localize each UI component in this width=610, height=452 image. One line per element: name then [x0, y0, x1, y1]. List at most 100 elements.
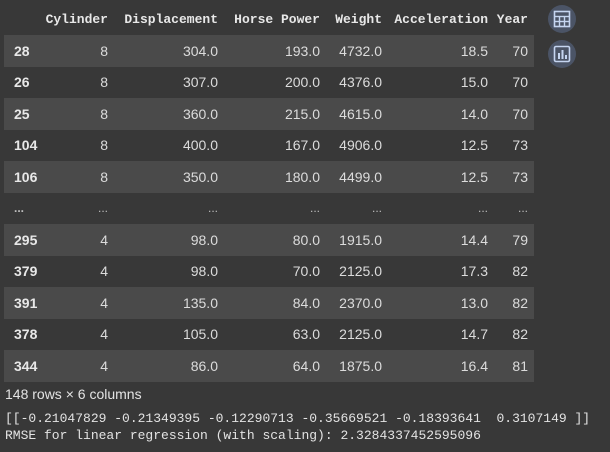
table-cell: 79 — [512, 231, 528, 248]
table-cell: 64.0 — [292, 357, 320, 374]
table-cell: 180.0 — [284, 168, 320, 185]
table-cell: 4499.0 — [339, 168, 382, 185]
coefficients-output: [[-0.21047829 -0.21349395 -0.12290713 -0… — [5, 411, 591, 426]
table-cell: 70 — [512, 42, 528, 59]
convert-to-interactive-table-button[interactable] — [548, 5, 576, 33]
table-row: 295 4 98.0 80.0 1915.0 14.4 79 — [4, 224, 534, 256]
row-index: 378 — [14, 326, 38, 343]
table-cell: 193.0 — [284, 42, 320, 59]
column-header-horse-power: Horse Power — [234, 11, 320, 27]
table-cell: 400.0 — [182, 137, 218, 154]
row-index: 28 — [14, 42, 30, 59]
table-cell: 17.3 — [460, 263, 488, 280]
table-cell: 8 — [100, 74, 108, 91]
table-cell: 86.0 — [190, 357, 218, 374]
bar-chart-icon — [553, 45, 571, 63]
table-cell: 105.0 — [182, 326, 218, 343]
table-cell: 304.0 — [182, 42, 218, 59]
table-header-row: Cylinder Displacement Horse Power Weight… — [4, 3, 534, 35]
row-index: 391 — [14, 294, 38, 311]
row-index: 379 — [14, 263, 38, 280]
column-header-acceleration: Acceleration — [394, 11, 488, 27]
table-cell: 80.0 — [292, 231, 320, 248]
table-cell: 14.0 — [460, 105, 488, 122]
table-cell: 215.0 — [284, 105, 320, 122]
table-cell: 16.4 — [460, 357, 488, 374]
table-cell: 4 — [100, 231, 108, 248]
table-cell: ... — [207, 201, 218, 216]
table-cell: 63.0 — [292, 326, 320, 343]
table-cell: 12.5 — [460, 137, 488, 154]
table-cell: 70 — [512, 105, 528, 122]
table-cell: 2125.0 — [339, 326, 382, 343]
table-row: 28 8 304.0 193.0 4732.0 18.5 70 — [4, 35, 534, 67]
table-cell: 4 — [100, 263, 108, 280]
table-cell: 1875.0 — [339, 357, 382, 374]
table-row: 25 8 360.0 215.0 4615.0 14.0 70 — [4, 98, 534, 130]
table-cell: 73 — [512, 137, 528, 154]
table-cell: 4615.0 — [339, 105, 382, 122]
row-index: 106 — [14, 168, 38, 185]
table-cell: 8 — [100, 42, 108, 59]
table-cell: 200.0 — [284, 74, 320, 91]
table-cell: 82 — [512, 326, 528, 343]
row-index: ... — [14, 201, 25, 216]
table-cell: 81 — [512, 357, 528, 374]
table-cell: 8 — [100, 168, 108, 185]
index-header — [4, 3, 44, 35]
table-cell: 12.5 — [460, 168, 488, 185]
table-cell: 82 — [512, 294, 528, 311]
table-cell: 4 — [100, 357, 108, 374]
table-cell: 4376.0 — [339, 74, 382, 91]
column-header-year: Year — [496, 11, 528, 27]
table-cell: 4 — [100, 294, 108, 311]
table-cell: 98.0 — [190, 231, 218, 248]
rmse-output: RMSE for linear regression (with scaling… — [5, 428, 481, 443]
table-cell: 135.0 — [182, 294, 218, 311]
table-row: 344 4 86.0 64.0 1875.0 16.4 81 — [4, 350, 534, 382]
table-row: 26 8 307.0 200.0 4376.0 15.0 70 — [4, 66, 534, 98]
table-cell: 84.0 — [292, 294, 320, 311]
table-cell: 2370.0 — [339, 294, 382, 311]
table-cell: 1915.0 — [339, 231, 382, 248]
table-cell: 360.0 — [182, 105, 218, 122]
suggest-charts-button[interactable] — [548, 40, 576, 68]
cell-output: [[-0.21047829 -0.21349395 -0.12290713 -0… — [5, 410, 590, 444]
table-cell: ... — [517, 201, 528, 216]
table-cell: 13.0 — [460, 294, 488, 311]
table-cell: 4732.0 — [339, 42, 382, 59]
table-cell: 82 — [512, 263, 528, 280]
table-cell: 8 — [100, 105, 108, 122]
table-cell: ... — [371, 201, 382, 216]
row-index: 25 — [14, 105, 30, 122]
table-cell: 4 — [100, 326, 108, 343]
column-header-weight: Weight — [335, 11, 382, 27]
row-index: 295 — [14, 231, 38, 248]
table-cell: 70 — [512, 74, 528, 91]
table-cell: 73 — [512, 168, 528, 185]
table-row: 391 4 135.0 84.0 2370.0 13.0 82 — [4, 287, 534, 319]
table-cell: 167.0 — [284, 137, 320, 154]
table-cell: 15.0 — [460, 74, 488, 91]
table-body: 28 8 304.0 193.0 4732.0 18.5 70 26 8 307.0 200.0 43… — [4, 35, 534, 382]
table-cell: 2125.0 — [339, 263, 382, 280]
column-header-displacement: Displacement — [124, 11, 218, 27]
table-cell: 18.5 — [460, 42, 488, 59]
table-row: 378 4 105.0 63.0 2125.0 14.7 82 — [4, 318, 534, 350]
table-cell: ... — [309, 201, 320, 216]
dataframe-table-container: Cylinder Displacement Horse Power Weight… — [4, 3, 534, 382]
table-icon — [553, 10, 571, 28]
table-cell: 8 — [100, 137, 108, 154]
row-index: 104 — [14, 137, 38, 154]
table-row: 104 8 400.0 167.0 4906.0 12.5 73 — [4, 129, 534, 161]
dataframe-table: Cylinder Displacement Horse Power Weight… — [4, 3, 534, 382]
table-cell: 4906.0 — [339, 137, 382, 154]
row-index: 344 — [14, 357, 38, 374]
column-header-cylinder: Cylinder — [45, 11, 108, 27]
table-summary: 148 rows × 6 columns — [5, 386, 142, 402]
row-index: 26 — [14, 74, 30, 91]
table-cell: 307.0 — [182, 74, 218, 91]
table-row: 379 4 98.0 70.0 2125.0 17.3 82 — [4, 255, 534, 287]
table-cell: 98.0 — [190, 263, 218, 280]
table-cell: 70.0 — [292, 263, 320, 280]
